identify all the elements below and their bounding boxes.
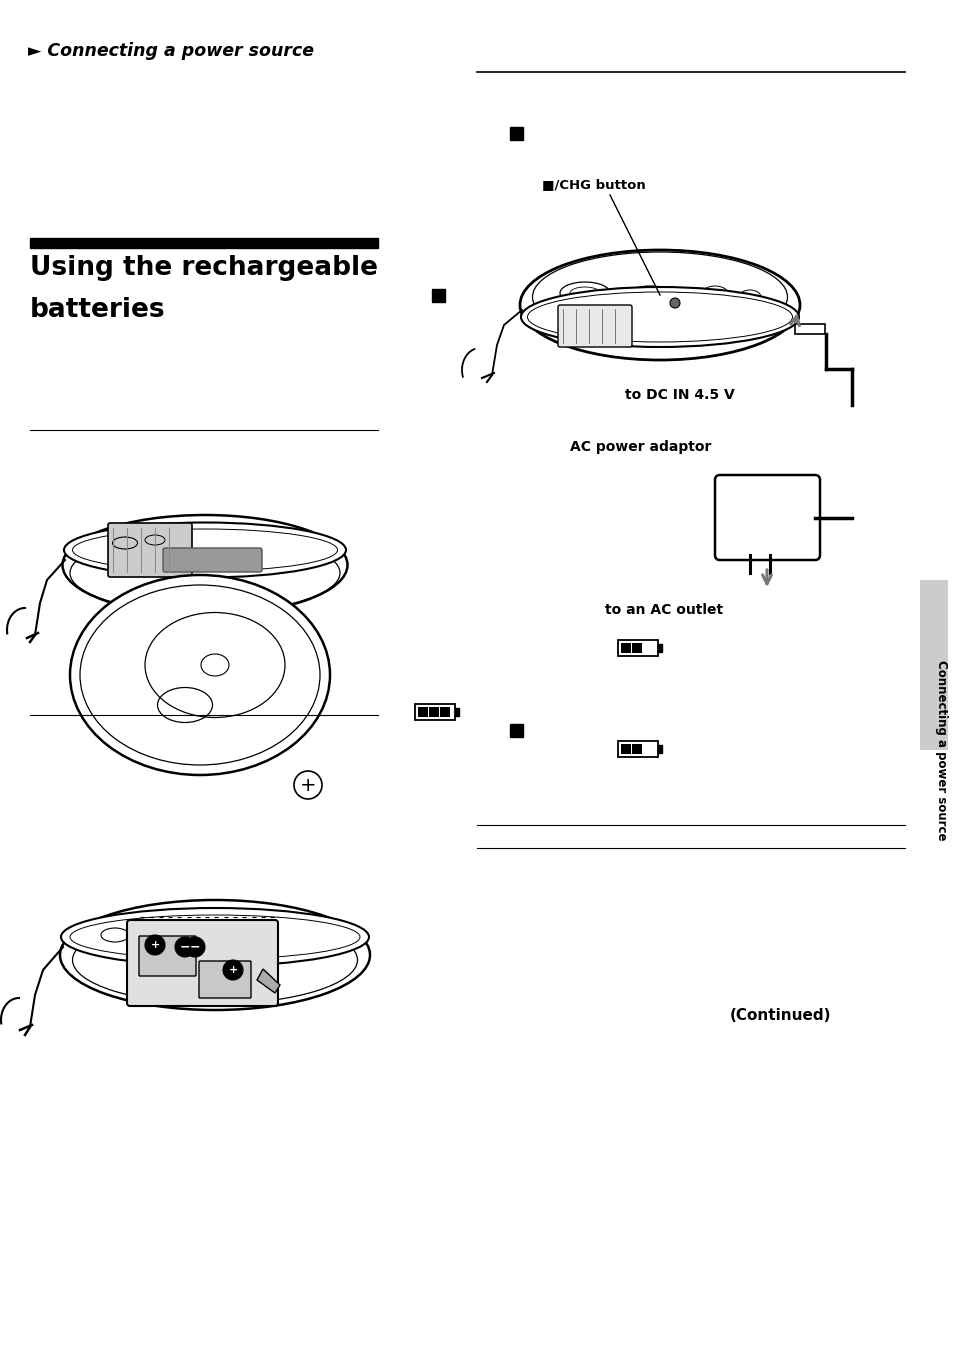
Text: Connecting a power source: Connecting a power source xyxy=(935,660,947,840)
Bar xyxy=(415,704,455,721)
FancyBboxPatch shape xyxy=(558,305,631,347)
Text: Using the rechargeable: Using the rechargeable xyxy=(30,255,377,281)
FancyBboxPatch shape xyxy=(199,961,251,997)
Ellipse shape xyxy=(61,908,369,966)
FancyBboxPatch shape xyxy=(127,920,277,1006)
Bar xyxy=(417,707,428,716)
Bar xyxy=(631,744,641,754)
Ellipse shape xyxy=(60,900,370,1010)
Bar xyxy=(658,745,661,753)
Text: batteries: batteries xyxy=(30,297,166,323)
Text: +: + xyxy=(299,775,315,794)
Ellipse shape xyxy=(64,522,346,578)
Bar xyxy=(919,579,947,750)
Text: +: + xyxy=(228,965,237,974)
Bar xyxy=(631,643,641,653)
Text: to an AC outlet: to an AC outlet xyxy=(604,603,722,617)
Bar xyxy=(455,708,458,716)
Text: +: + xyxy=(151,940,159,950)
Text: −: − xyxy=(179,940,190,954)
Bar xyxy=(30,237,377,248)
Bar xyxy=(432,289,444,303)
Ellipse shape xyxy=(70,575,330,775)
Bar xyxy=(429,707,438,716)
Text: AC power adaptor: AC power adaptor xyxy=(569,440,711,455)
Bar xyxy=(620,744,630,754)
Ellipse shape xyxy=(519,250,800,360)
Bar xyxy=(658,645,661,651)
Bar xyxy=(620,643,630,653)
Circle shape xyxy=(145,935,165,955)
Ellipse shape xyxy=(520,286,799,347)
FancyBboxPatch shape xyxy=(714,475,820,560)
Text: ■/CHG button: ■/CHG button xyxy=(541,179,645,191)
Bar xyxy=(794,324,824,334)
Text: to DC IN 4.5 V: to DC IN 4.5 V xyxy=(624,388,734,402)
Circle shape xyxy=(669,299,679,308)
Circle shape xyxy=(174,936,194,957)
FancyBboxPatch shape xyxy=(163,548,262,573)
Text: (Continued): (Continued) xyxy=(729,1007,831,1023)
FancyBboxPatch shape xyxy=(139,936,195,976)
Bar xyxy=(618,641,658,655)
Circle shape xyxy=(223,959,243,980)
Text: ► Connecting a power source: ► Connecting a power source xyxy=(28,42,314,60)
Bar xyxy=(510,128,522,140)
Ellipse shape xyxy=(63,516,347,615)
Circle shape xyxy=(185,936,205,957)
Polygon shape xyxy=(256,969,280,993)
Bar xyxy=(618,741,658,757)
Text: −: − xyxy=(190,940,200,954)
FancyBboxPatch shape xyxy=(108,522,192,577)
Bar xyxy=(510,725,522,737)
Bar xyxy=(439,707,450,716)
